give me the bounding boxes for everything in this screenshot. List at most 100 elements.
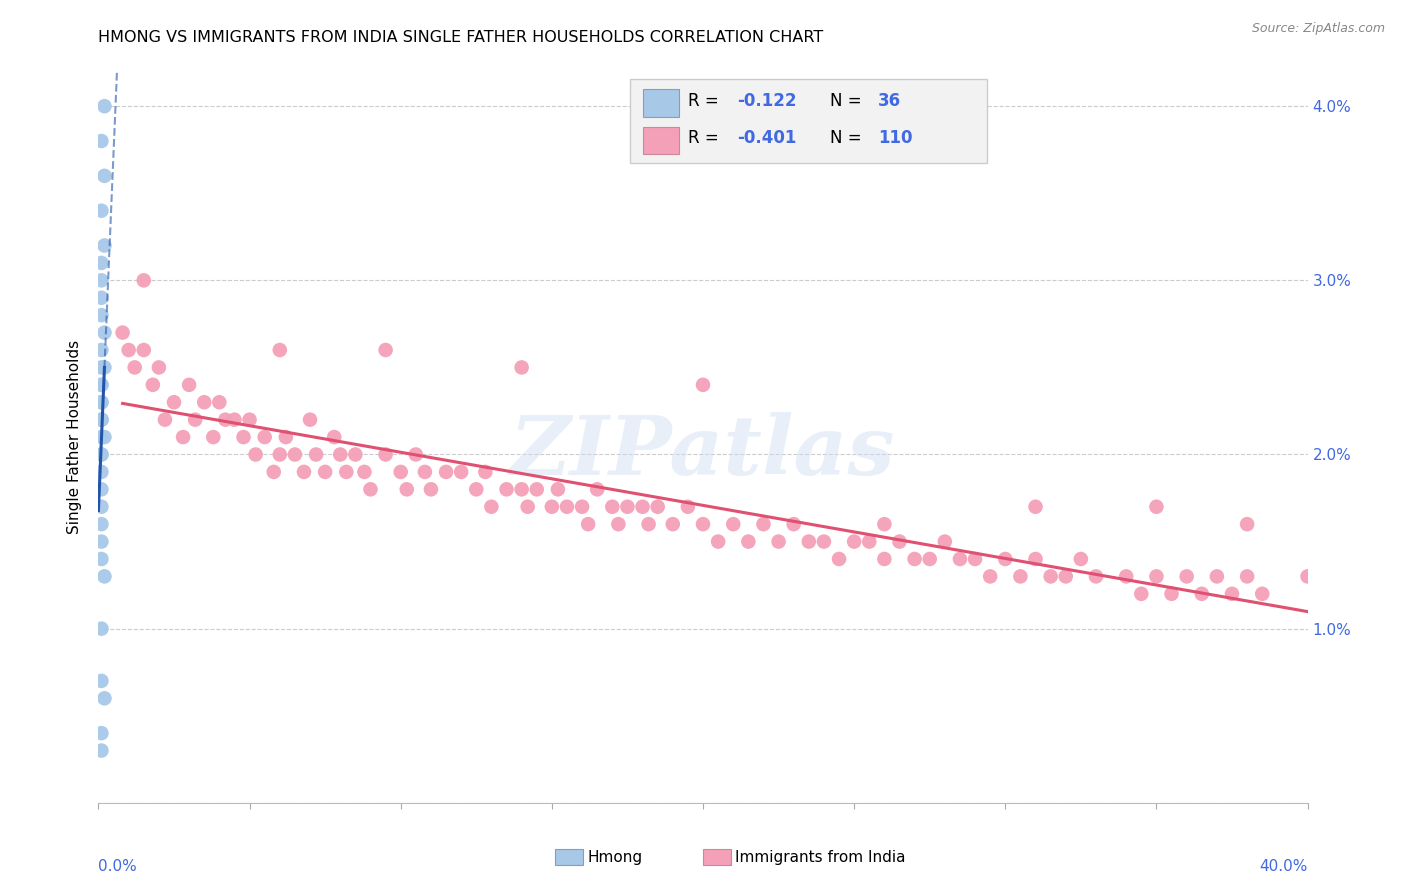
Point xyxy=(465,483,488,497)
Text: -0.122: -0.122 xyxy=(737,92,796,110)
Point xyxy=(90,726,112,740)
Point xyxy=(637,517,659,532)
Point xyxy=(889,534,911,549)
Point xyxy=(723,517,745,532)
Text: ZIPatlas: ZIPatlas xyxy=(510,412,896,491)
Point xyxy=(344,448,367,462)
Point xyxy=(93,691,115,706)
Point xyxy=(662,517,685,532)
Point xyxy=(132,343,155,357)
Point xyxy=(692,377,714,392)
Point xyxy=(90,412,112,426)
Point xyxy=(292,465,315,479)
Point xyxy=(269,448,291,462)
Point xyxy=(586,483,609,497)
Point xyxy=(90,500,112,514)
Point xyxy=(647,500,669,514)
Point xyxy=(202,430,225,444)
Point xyxy=(329,448,352,462)
Point xyxy=(142,377,165,392)
Point xyxy=(90,291,112,305)
Point xyxy=(90,360,112,375)
Point xyxy=(314,465,336,479)
Point xyxy=(420,483,443,497)
Point xyxy=(263,465,285,479)
Point xyxy=(335,465,357,479)
Point xyxy=(555,500,578,514)
Point xyxy=(1010,569,1032,583)
Point xyxy=(90,377,112,392)
Text: N =: N = xyxy=(830,92,868,110)
Point xyxy=(828,552,851,566)
Point xyxy=(132,273,155,287)
Point xyxy=(374,448,396,462)
Point xyxy=(208,395,231,409)
Point xyxy=(873,517,896,532)
Point xyxy=(90,134,112,148)
Point xyxy=(90,622,112,636)
Point xyxy=(1144,500,1167,514)
Point xyxy=(90,534,112,549)
Point xyxy=(93,569,115,583)
Point xyxy=(571,500,593,514)
Point xyxy=(526,483,548,497)
Point xyxy=(1296,569,1319,583)
Point xyxy=(90,673,112,688)
Point xyxy=(405,448,427,462)
Point xyxy=(284,448,307,462)
Point xyxy=(184,412,207,426)
Point xyxy=(93,238,115,252)
Point xyxy=(179,377,201,392)
Text: Immigrants from India: Immigrants from India xyxy=(735,850,905,864)
Point xyxy=(949,552,972,566)
Text: HMONG VS IMMIGRANTS FROM INDIA SINGLE FATHER HOUSEHOLDS CORRELATION CHART: HMONG VS IMMIGRANTS FROM INDIA SINGLE FA… xyxy=(98,29,824,45)
Point xyxy=(90,465,112,479)
Text: R =: R = xyxy=(689,129,724,147)
Point xyxy=(737,534,759,549)
Point xyxy=(274,430,297,444)
Point xyxy=(93,326,115,340)
Point xyxy=(90,308,112,322)
Point xyxy=(1115,569,1137,583)
Point xyxy=(239,412,262,426)
Point xyxy=(323,430,346,444)
Point xyxy=(214,412,236,426)
Point xyxy=(389,465,412,479)
Point xyxy=(1220,587,1243,601)
Point xyxy=(474,465,496,479)
Point xyxy=(153,412,176,426)
Point xyxy=(163,395,186,409)
Point xyxy=(631,500,654,514)
Point xyxy=(616,500,638,514)
Point xyxy=(516,500,538,514)
Point xyxy=(93,169,115,183)
Point xyxy=(1251,587,1274,601)
Point xyxy=(707,534,730,549)
Text: Hmong: Hmong xyxy=(588,850,643,864)
Point xyxy=(90,377,112,392)
Point xyxy=(481,500,503,514)
Point xyxy=(979,569,1001,583)
Point xyxy=(299,412,322,426)
Point xyxy=(90,517,112,532)
Point xyxy=(858,534,880,549)
Point xyxy=(93,360,115,375)
Point xyxy=(353,465,375,479)
Point xyxy=(93,430,115,444)
Point xyxy=(1085,569,1108,583)
Text: 0.0%: 0.0% xyxy=(98,858,138,873)
Point xyxy=(1039,569,1062,583)
Point xyxy=(1144,569,1167,583)
FancyBboxPatch shape xyxy=(630,78,987,162)
Text: 36: 36 xyxy=(879,92,901,110)
Point xyxy=(374,343,396,357)
Point xyxy=(676,500,699,514)
Point xyxy=(124,360,146,375)
Point xyxy=(1070,552,1092,566)
Point xyxy=(1175,569,1198,583)
Point xyxy=(232,430,254,444)
Point xyxy=(450,465,472,479)
Point xyxy=(783,517,806,532)
Point xyxy=(395,483,418,497)
Point xyxy=(602,500,624,514)
